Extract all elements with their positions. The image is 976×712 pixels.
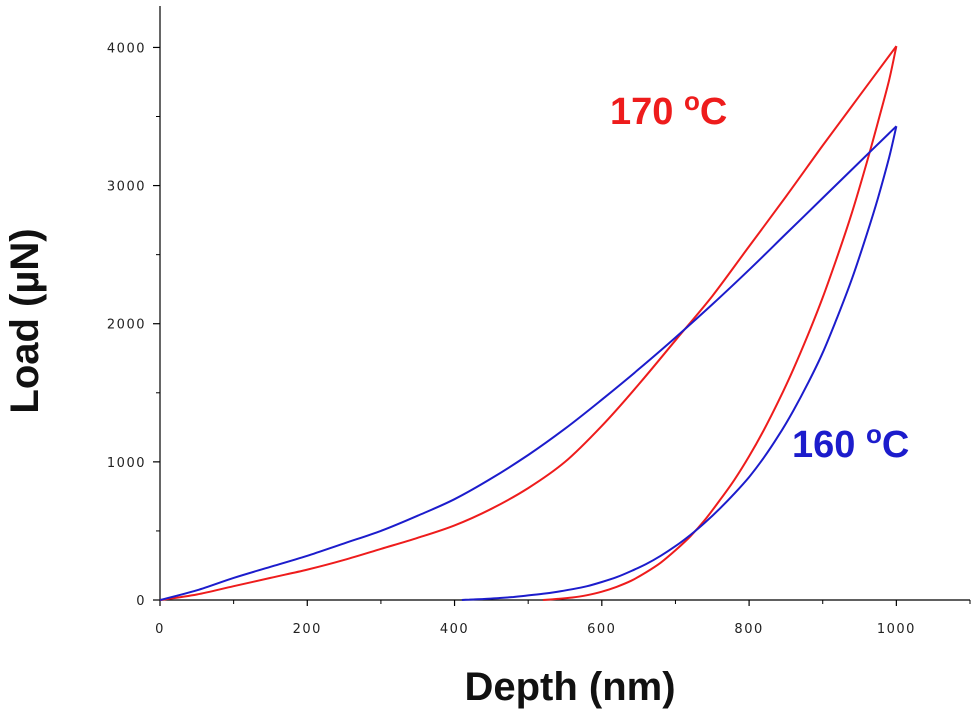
y-tick-label: 4000 [107, 41, 146, 56]
series-label-degree: o [866, 419, 882, 449]
series-label: 170 oC [610, 86, 727, 133]
series-1: 160 oC [159, 125, 909, 601]
y-tick-label: 1000 [107, 456, 146, 471]
axes: 0 200 400 600 800 1000 0 1000 2000 3000 4000 [107, 6, 971, 637]
x-tick-label: 600 [587, 622, 616, 637]
unloading-curve [461, 125, 898, 601]
loading-curve [159, 125, 898, 601]
x-tick-label: 400 [440, 622, 469, 637]
x-tick-label: 800 [734, 622, 763, 637]
loading-curve [159, 45, 898, 601]
x-tick-label: 200 [293, 622, 322, 637]
y-tick-label: 0 [136, 594, 146, 609]
y-tick-label: 2000 [107, 318, 146, 333]
unloading-curve [542, 45, 898, 601]
series-label-unit: C [700, 91, 727, 133]
x-tick-label: 1000 [877, 622, 916, 637]
series-label-unit: C [882, 424, 909, 466]
y-axis-title: Load (µN) [3, 228, 47, 413]
x-tick-label: 0 [155, 622, 165, 637]
series-label-value: 170 [610, 91, 684, 133]
y-tick-label: 3000 [107, 180, 146, 195]
series-label: 160 oC [792, 419, 909, 466]
series-0: 170 oC [159, 45, 898, 601]
series-label-degree: o [684, 86, 700, 116]
series-label-value: 160 [792, 424, 866, 466]
x-axis-title: Depth (nm) [464, 665, 675, 709]
